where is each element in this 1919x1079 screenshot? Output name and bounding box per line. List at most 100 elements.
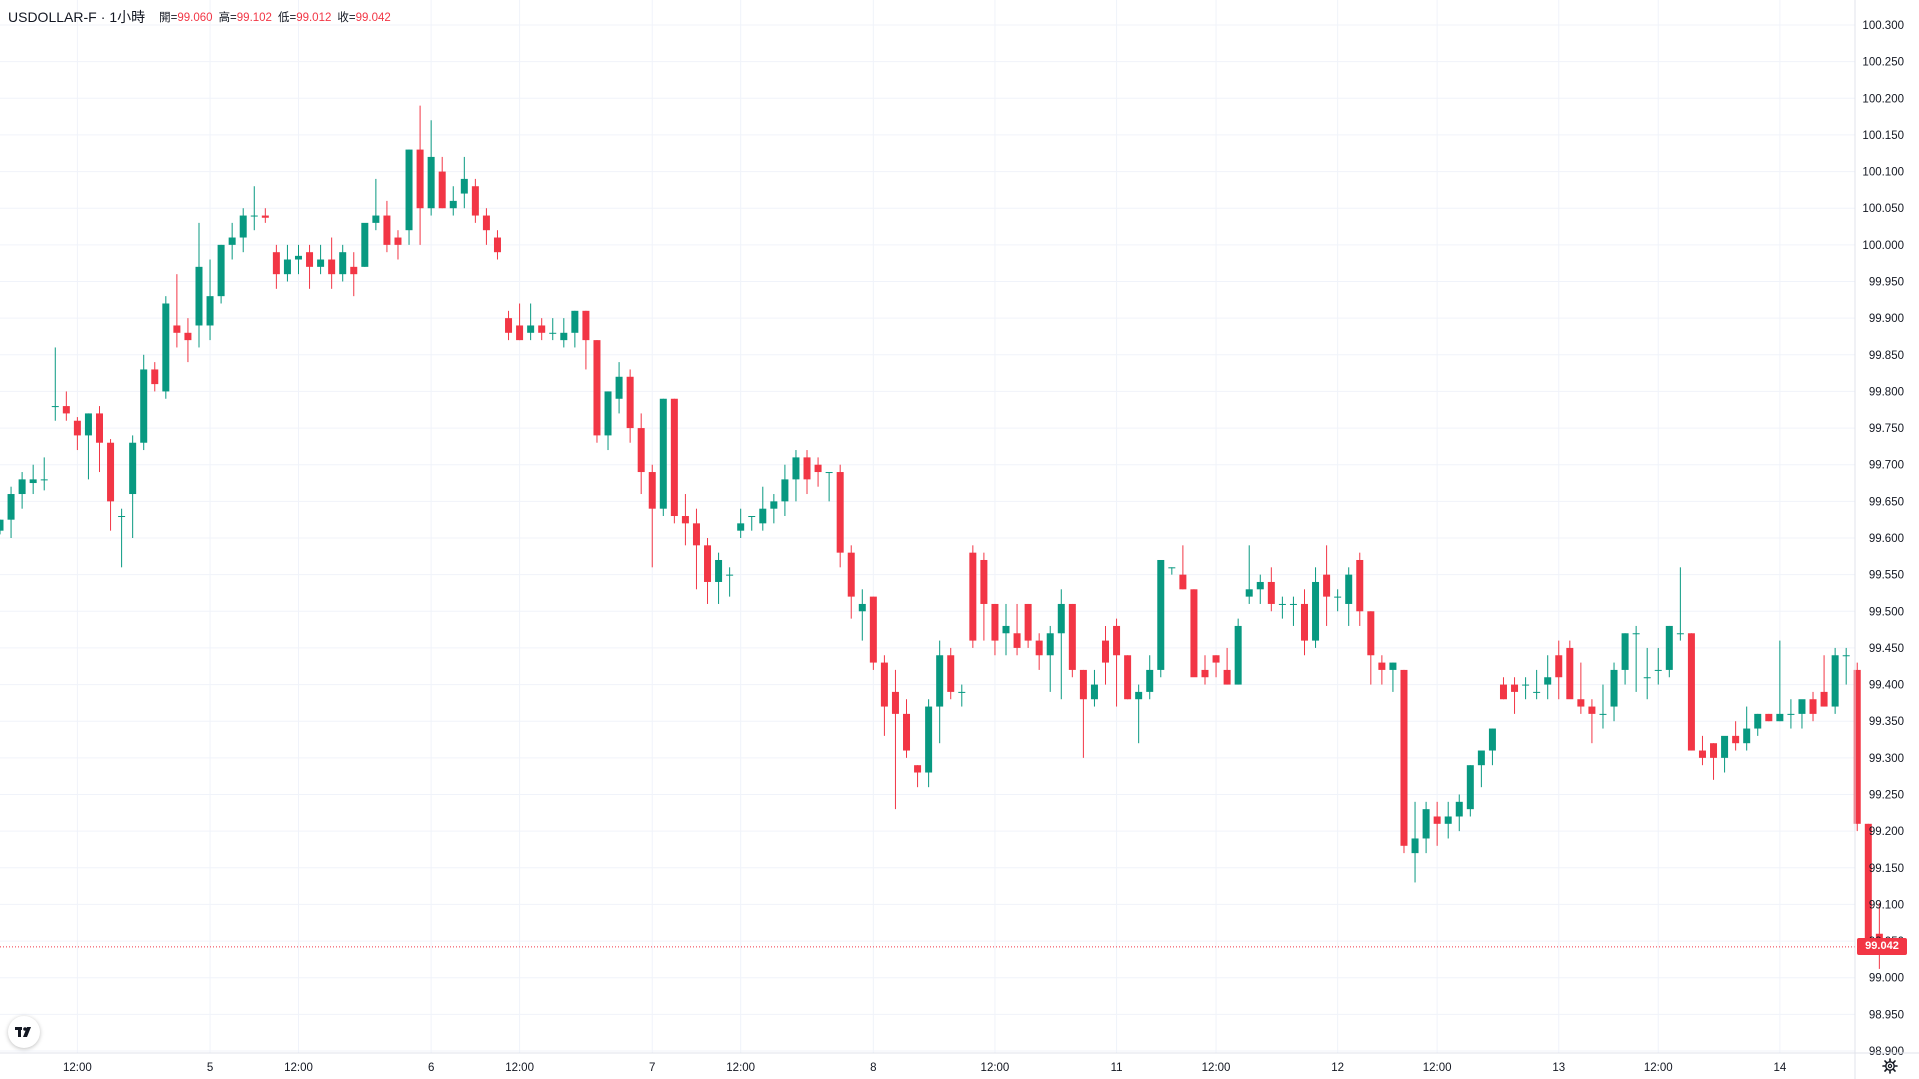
candle-down[interactable] [1190,589,1198,678]
candle-down[interactable] [272,244,280,289]
candle-down[interactable] [328,237,336,289]
candle-up[interactable] [427,120,435,216]
candle-up[interactable] [1090,669,1098,707]
candle-up[interactable] [825,472,833,502]
candle-up[interactable] [228,222,236,260]
candle-up[interactable] [1168,567,1176,575]
candle-up[interactable] [361,222,369,267]
candle-down[interactable] [1013,603,1021,656]
candle-up[interactable] [372,178,380,231]
settings-gear-icon[interactable] [1880,1056,1900,1076]
candle-down[interactable] [1698,735,1706,766]
candle-down[interactable] [1102,625,1109,685]
candle-up[interactable] [1455,794,1463,832]
candle-up[interactable] [239,208,247,253]
candle-up[interactable] [1345,567,1353,626]
candle-up[interactable] [1389,662,1397,692]
candle-down[interactable] [1820,655,1828,707]
candle-up[interactable] [250,186,258,231]
candle-down[interactable] [1588,699,1596,744]
candle-up[interactable] [1135,684,1143,744]
candle-down[interactable] [670,398,678,524]
candle-up[interactable] [1776,640,1784,722]
candle-up[interactable] [40,457,48,491]
candle-up[interactable] [1787,699,1795,729]
candle-down[interactable] [516,303,524,341]
candle-up[interactable] [339,244,347,282]
candle-down[interactable] [648,464,656,568]
candle-down[interactable] [1212,655,1220,678]
candle-up[interactable] [1632,625,1640,692]
candle-up[interactable] [1676,567,1684,641]
candle-up[interactable] [1621,633,1629,685]
candle-down[interactable] [394,230,402,260]
candle-down[interactable] [1300,589,1308,656]
candle-up[interactable] [129,435,137,538]
candle-up[interactable] [726,567,734,597]
candle-down[interactable] [1732,721,1740,751]
candle-down[interactable] [493,230,501,260]
candle-up[interactable] [770,494,778,524]
candle-up[interactable] [925,699,933,788]
candle-up[interactable] [1842,647,1850,685]
candle-down[interactable] [1113,618,1121,707]
candle-up[interactable] [1422,801,1430,854]
candle-down[interactable] [1223,647,1231,685]
candle-down[interactable] [681,494,689,546]
candle-up[interactable] [1654,647,1662,685]
candle-up[interactable] [615,362,623,414]
candle-down[interactable] [803,450,811,495]
candle-up[interactable] [715,552,723,604]
candle-up[interactable] [1544,655,1552,700]
candle-up[interactable] [1411,801,1419,883]
candle-down[interactable] [637,413,645,495]
candle-down[interactable] [891,669,899,810]
candle-down[interactable] [593,340,601,443]
candle-up[interactable] [1743,706,1751,751]
candle-up[interactable] [659,398,667,517]
candle-up[interactable] [1334,589,1342,612]
candle-down[interactable] [1367,611,1375,685]
candle-up[interactable] [549,318,557,341]
candle-down[interactable] [482,208,490,245]
candle-up[interactable] [1057,589,1065,700]
candle-down[interactable] [73,417,81,451]
candle-down[interactable] [1378,655,1386,685]
candle-down[interactable] [184,318,192,363]
candle-down[interactable] [505,310,513,341]
candle-up[interactable] [0,519,4,535]
candle-down[interactable] [626,369,634,443]
candle-up[interactable] [759,486,767,531]
candle-down[interactable] [261,208,269,223]
candle-down[interactable] [969,545,977,648]
candle-up[interactable] [1488,728,1496,766]
candle-down[interactable] [1809,691,1817,722]
candle-up[interactable] [1444,801,1452,839]
candle-down[interactable] [1035,633,1043,670]
candle-down[interactable] [1400,669,1408,854]
candle-down[interactable] [980,552,988,641]
candle-down[interactable] [1765,713,1773,722]
candle-up[interactable] [1643,647,1651,700]
candle-down[interactable] [704,538,712,604]
candle-down[interactable] [1024,603,1032,648]
time-axis[interactable]: 12:00 5 12:00 6 12:00 7 12:00 8 12:00 11 12:00 12 12… [0,1052,1919,1074]
candle-down[interactable] [836,464,844,568]
candle-up[interactable] [1256,574,1264,604]
candle-down[interactable] [880,655,888,736]
candle-down[interactable] [914,765,922,788]
candle-up[interactable] [29,464,37,495]
candle-down[interactable] [538,318,546,341]
candle-down[interactable] [1124,655,1132,700]
candle-up[interactable] [1831,647,1839,714]
candle-down[interactable] [416,105,424,245]
candle-down[interactable] [1555,640,1563,700]
candle-up[interactable] [51,347,59,421]
candle-down[interactable] [306,244,314,289]
candle-up[interactable] [792,450,800,502]
candle-down[interactable] [903,699,911,758]
candle-up[interactable] [1002,603,1010,656]
candle-down[interactable] [1864,823,1872,942]
candle-up[interactable] [162,296,170,399]
candle-down[interactable] [107,439,115,531]
